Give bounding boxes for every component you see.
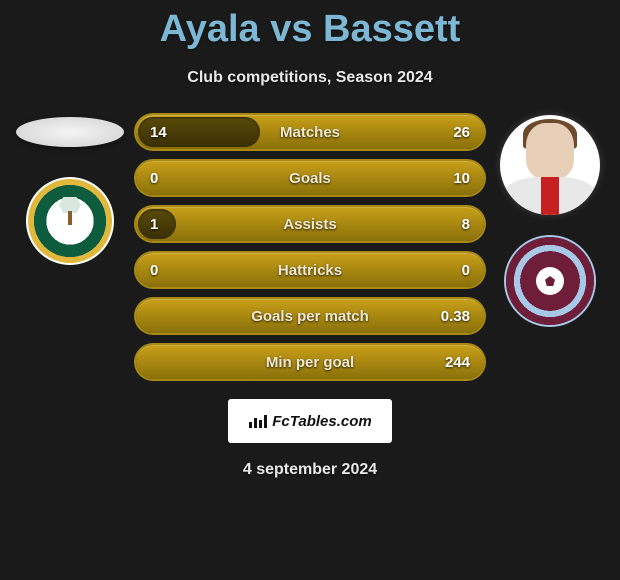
stat-label: Min per goal (266, 354, 354, 371)
player-right-avatar (500, 115, 600, 215)
stat-bar-hattricks: 0 Hattricks 0 (136, 253, 484, 287)
club-logo-right (506, 237, 594, 325)
stat-right-value: 8 (462, 216, 470, 233)
avatar-face (526, 123, 574, 179)
branding-text: FcTables.com (272, 413, 371, 430)
player-left-avatar (16, 117, 124, 147)
stat-right-value: 10 (453, 170, 470, 187)
stat-bar-gpm: Goals per match 0.38 (136, 299, 484, 333)
club-logo-left (26, 177, 114, 265)
player-right-column (490, 115, 610, 391)
page-title: Ayala vs Bassett (0, 0, 620, 51)
stat-left-value: 14 (150, 124, 167, 141)
avatar-jersey (505, 177, 595, 215)
stat-right-value: 244 (445, 354, 470, 371)
stat-left-value: 0 (150, 170, 158, 187)
stat-bar-mpg: Min per goal 244 (136, 345, 484, 379)
chart-icon (248, 413, 268, 429)
stat-label: Goals (289, 170, 331, 187)
comparison-row: 14 Matches 26 0 Goals 10 1 Assists 8 0 Hattricks 0 G… (0, 115, 620, 391)
stats-column: 14 Matches 26 0 Goals 10 1 Assists 8 0 Hattricks 0 G… (130, 115, 490, 391)
stat-right-value: 0 (462, 262, 470, 279)
date-label: 4 september 2024 (0, 461, 620, 479)
branding-badge: FcTables.com (228, 399, 392, 443)
stat-left-value: 0 (150, 262, 158, 279)
stat-bar-matches: 14 Matches 26 (136, 115, 484, 149)
stat-bar-goals: 0 Goals 10 (136, 161, 484, 195)
player-left-column (10, 115, 130, 391)
rapids-ball-icon (536, 267, 564, 295)
stat-right-value: 26 (453, 124, 470, 141)
stat-label: Matches (280, 124, 340, 141)
stat-right-value: 0.38 (441, 308, 470, 325)
stat-label: Goals per match (251, 308, 369, 325)
subtitle: Club competitions, Season 2024 (0, 69, 620, 87)
stat-bar-assists: 1 Assists 8 (136, 207, 484, 241)
stat-label: Assists (283, 216, 336, 233)
timbers-axe-icon (53, 197, 87, 225)
stat-left-value: 1 (150, 216, 158, 233)
stat-label: Hattricks (278, 262, 342, 279)
